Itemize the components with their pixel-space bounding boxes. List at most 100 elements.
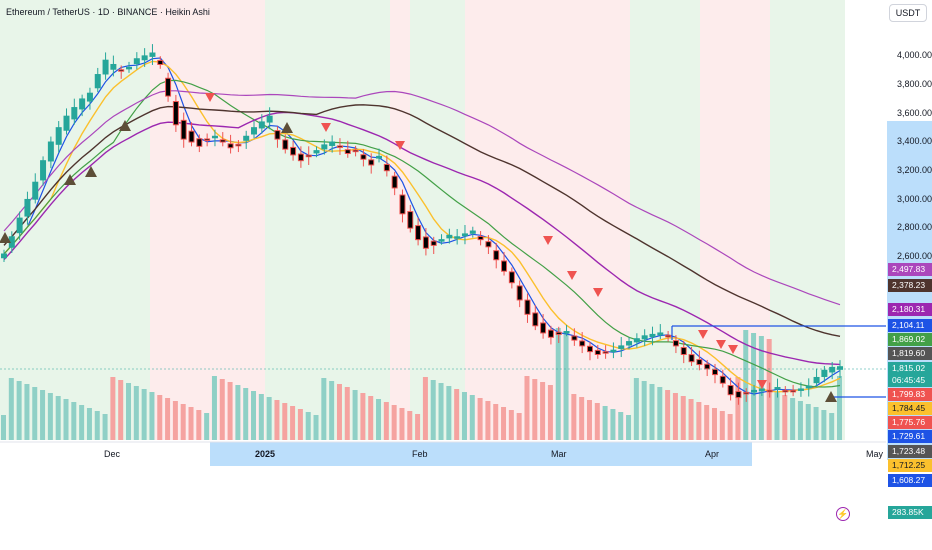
candle bbox=[618, 336, 625, 358]
volume-bar bbox=[446, 386, 452, 440]
volume-bar bbox=[344, 387, 350, 440]
candle bbox=[110, 55, 117, 77]
volume-bar bbox=[735, 377, 741, 440]
candle bbox=[196, 134, 203, 153]
candle bbox=[211, 129, 218, 147]
volume-bar bbox=[696, 402, 702, 440]
candle bbox=[63, 108, 70, 135]
candle bbox=[235, 140, 242, 153]
volume-bar bbox=[55, 396, 61, 440]
candle bbox=[297, 146, 304, 168]
candle bbox=[571, 328, 578, 346]
candle bbox=[751, 384, 758, 396]
volume-bar bbox=[172, 401, 178, 440]
candle bbox=[790, 384, 797, 397]
candle bbox=[594, 344, 601, 359]
candle bbox=[133, 52, 140, 70]
candle bbox=[743, 388, 750, 402]
candle bbox=[407, 204, 414, 233]
sell-signal-marker bbox=[698, 330, 708, 339]
symbol-title: Ethereum / TetherUS · 1D · BINANCE · Hei… bbox=[6, 7, 210, 17]
candle bbox=[821, 365, 828, 383]
candle bbox=[805, 378, 812, 397]
ma-line bbox=[3, 60, 841, 393]
candle bbox=[540, 314, 547, 339]
volume-bar bbox=[196, 410, 202, 440]
bg-band bbox=[700, 0, 770, 442]
sell-signal-marker bbox=[205, 93, 215, 102]
volume-bar bbox=[352, 390, 358, 440]
candle bbox=[774, 378, 781, 398]
candle bbox=[586, 341, 593, 361]
volume-bar bbox=[305, 412, 311, 440]
volume-bar bbox=[40, 390, 46, 440]
candle bbox=[305, 146, 312, 165]
candle bbox=[290, 140, 297, 161]
candle bbox=[547, 325, 554, 345]
candle bbox=[86, 87, 93, 110]
currency-button[interactable]: USDT bbox=[889, 4, 927, 22]
candle bbox=[329, 135, 336, 153]
sell-signal-marker bbox=[593, 288, 603, 297]
volume-bar bbox=[383, 402, 389, 440]
time-axis-label: Mar bbox=[551, 449, 567, 459]
candle bbox=[813, 368, 820, 387]
price-scale-label: 3,000.00 bbox=[897, 194, 932, 204]
candle bbox=[711, 363, 718, 384]
volume-bar bbox=[454, 389, 460, 440]
candle bbox=[657, 324, 664, 340]
sell-signal-marker bbox=[321, 123, 331, 132]
volume-bar bbox=[415, 414, 421, 440]
candle bbox=[16, 211, 23, 240]
volume-bar bbox=[204, 413, 210, 440]
ma-line bbox=[3, 90, 841, 306]
candle bbox=[782, 386, 789, 397]
candle bbox=[274, 126, 281, 148]
price-scale-label: 3,200.00 bbox=[897, 165, 932, 175]
flash-icon[interactable]: ⚡ bbox=[836, 507, 850, 521]
candle bbox=[641, 329, 648, 347]
volume-bar bbox=[118, 380, 124, 440]
candle bbox=[430, 236, 437, 254]
price-tag: 1,815.02 bbox=[888, 362, 932, 375]
volume-bar bbox=[297, 409, 303, 440]
bg-band bbox=[265, 0, 300, 442]
candle bbox=[180, 112, 187, 148]
price-scale-label: 2,800.00 bbox=[897, 222, 932, 232]
candle bbox=[344, 140, 351, 158]
volume-bar bbox=[422, 377, 428, 440]
volume-bar bbox=[540, 382, 546, 440]
candle bbox=[680, 340, 687, 364]
volume-bar bbox=[805, 404, 811, 440]
candle bbox=[688, 346, 695, 366]
volume-bar bbox=[24, 384, 30, 440]
ma-line bbox=[3, 111, 841, 366]
volume-bar bbox=[368, 396, 374, 440]
candle bbox=[461, 224, 468, 245]
time-axis-label: Feb bbox=[412, 449, 428, 459]
volume-bar bbox=[782, 395, 788, 440]
volume-bar bbox=[618, 412, 624, 440]
volume-bar bbox=[547, 385, 553, 440]
candle bbox=[672, 335, 679, 354]
moving-average-lines bbox=[3, 57, 841, 395]
volume-bar bbox=[485, 401, 491, 440]
candle bbox=[282, 134, 289, 154]
volume-bar bbox=[126, 383, 132, 440]
candle bbox=[602, 345, 609, 359]
volume-bar bbox=[516, 413, 522, 440]
candle bbox=[665, 331, 672, 342]
price-tag: 1,608.27 bbox=[888, 474, 932, 487]
candle bbox=[719, 369, 726, 388]
buy-signal-marker bbox=[281, 122, 293, 133]
candle bbox=[563, 324, 570, 337]
volume-bar bbox=[321, 378, 327, 440]
volume-bar bbox=[86, 408, 92, 440]
ma-line bbox=[3, 57, 841, 395]
candle bbox=[360, 149, 367, 167]
candle bbox=[766, 382, 773, 398]
buy-signal-marker bbox=[825, 391, 837, 402]
candle bbox=[1, 249, 7, 263]
volume-bar bbox=[493, 404, 499, 440]
